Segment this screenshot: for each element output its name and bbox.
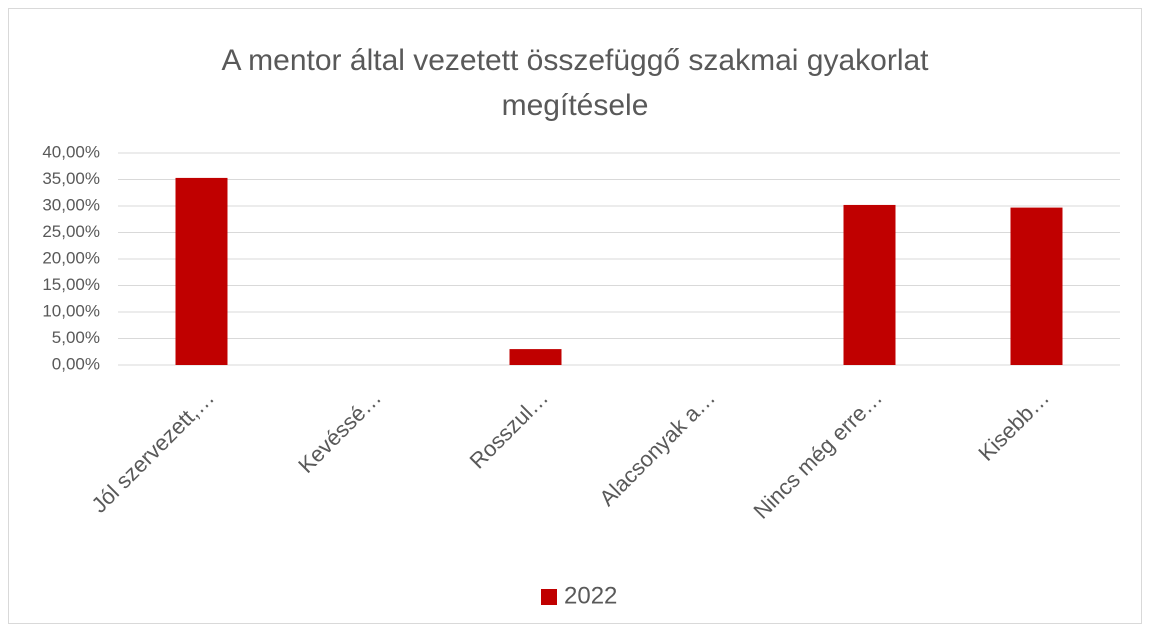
legend-label: 2022 xyxy=(564,582,617,609)
y-tick-label: 10,00% xyxy=(42,301,100,320)
y-tick-label: 25,00% xyxy=(42,222,100,241)
chart-title: A mentor által vezetett összefüggő szakm… xyxy=(221,44,929,122)
y-tick-label: 0,00% xyxy=(52,354,100,373)
legend-swatch xyxy=(541,589,557,605)
bar xyxy=(509,349,562,365)
bar xyxy=(175,177,228,365)
bar xyxy=(1010,207,1063,365)
y-tick-label: 5,00% xyxy=(52,328,100,347)
bar xyxy=(843,204,896,365)
y-tick-label: 35,00% xyxy=(42,169,100,188)
y-tick-label: 30,00% xyxy=(42,195,100,214)
y-tick-label: 40,00% xyxy=(42,142,100,161)
y-tick-label: 15,00% xyxy=(42,275,100,294)
y-tick-label: 20,00% xyxy=(42,248,100,267)
